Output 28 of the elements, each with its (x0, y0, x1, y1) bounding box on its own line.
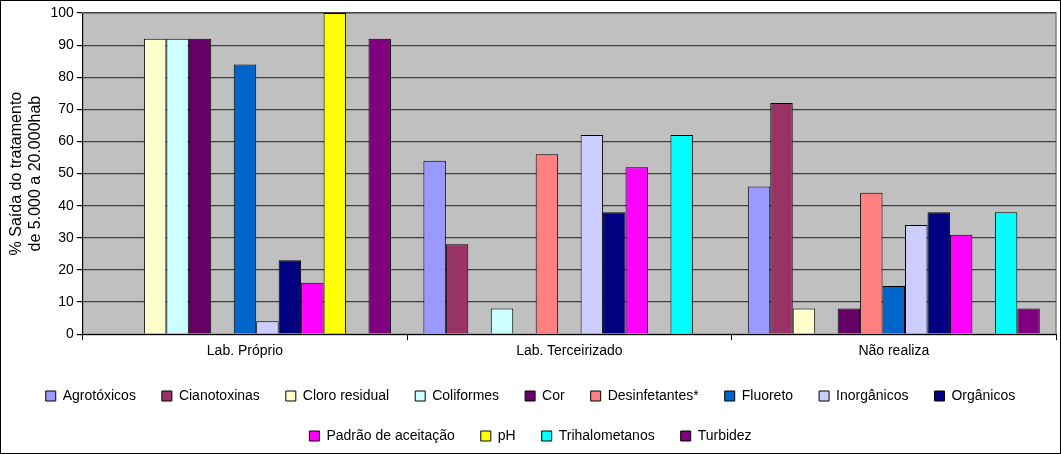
y-tick-label: 100 (50, 3, 74, 20)
legend-label: Orgânicos (951, 386, 1016, 403)
legend-label: Inorgânicos (836, 386, 909, 403)
y-tick-label: 10 (58, 292, 74, 309)
y-tick-label: 30 (58, 228, 74, 245)
y-tick-label: 0 (65, 325, 74, 342)
y-tick-label: 50 (58, 164, 74, 181)
legend-label: Desinfetantes* (607, 386, 700, 403)
legend-label: Fluoreto (741, 386, 794, 403)
legend-label: pH (497, 426, 516, 443)
x-tick-label: Lab. Próprio (206, 342, 284, 359)
x-tick-label: Não realiza (858, 342, 930, 359)
legend-label: Cor (542, 386, 565, 403)
y-tick-label: 40 (58, 196, 74, 213)
y-tick-label: 20 (58, 260, 74, 277)
legend-label: Cloro residual (302, 386, 390, 403)
legend-label: Turbidez (697, 426, 752, 443)
legend-label: Coliformes (432, 386, 500, 403)
legend-label: Cianotoxinas (178, 386, 260, 403)
y-tick-label: 90 (58, 35, 74, 52)
legend-label: Agrotóxicos (62, 386, 136, 403)
x-tick-label: Lab. Terceirizado (516, 342, 623, 359)
y-axis-title: % Saída do tratamento de 5.000 a 20.000hab (7, 91, 44, 256)
legend-label: Padrão de aceitação (326, 426, 456, 443)
legend-label: Trihalometanos (558, 426, 655, 443)
y-tick-label: 70 (58, 100, 74, 117)
y-tick-label: 80 (58, 68, 74, 85)
y-tick-label: 60 (58, 132, 74, 149)
